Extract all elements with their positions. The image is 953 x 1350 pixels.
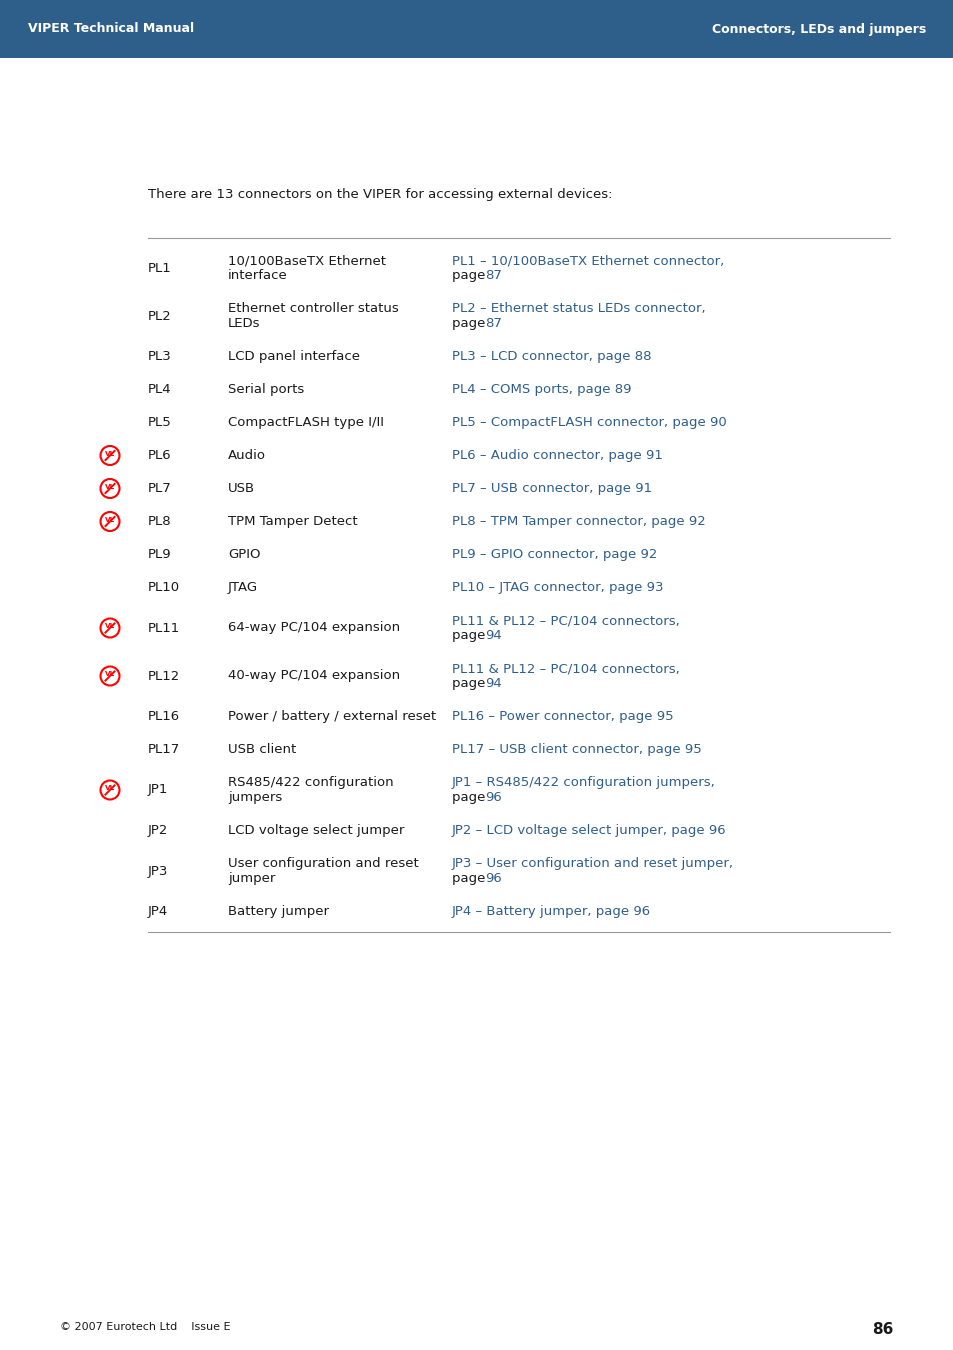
Text: PL7 – USB connector, page 91: PL7 – USB connector, page 91	[452, 482, 652, 495]
Text: PL6: PL6	[148, 450, 172, 462]
Text: Audio: Audio	[228, 450, 266, 462]
Text: PL11: PL11	[148, 621, 180, 634]
Text: PL3: PL3	[148, 350, 172, 363]
Text: JP3 – User configuration and reset jumper,: JP3 – User configuration and reset jumpe…	[452, 857, 733, 869]
Text: JP1: JP1	[148, 783, 168, 796]
Text: LEDs: LEDs	[228, 317, 260, 329]
Text: page: page	[452, 269, 489, 282]
Text: VL: VL	[105, 671, 115, 678]
Text: 64-way PC/104 expansion: 64-way PC/104 expansion	[228, 621, 399, 634]
Text: JP4 – Battery jumper, page 96: JP4 – Battery jumper, page 96	[452, 904, 651, 918]
Text: JP4: JP4	[148, 904, 168, 918]
Text: interface: interface	[228, 269, 288, 282]
Text: PL17: PL17	[148, 743, 180, 756]
Text: CompactFLASH type I/II: CompactFLASH type I/II	[228, 416, 384, 429]
Text: PL2 – Ethernet status LEDs connector,: PL2 – Ethernet status LEDs connector,	[452, 302, 705, 315]
Text: PL16 – Power connector, page 95: PL16 – Power connector, page 95	[452, 710, 673, 724]
Bar	[0, 0, 953, 58]
Text: 40-way PC/104 expansion: 40-way PC/104 expansion	[228, 670, 399, 683]
Text: © 2007 Eurotech Ltd    Issue E: © 2007 Eurotech Ltd Issue E	[60, 1322, 231, 1332]
Text: PL11 & PL12 – PC/104 connectors,: PL11 & PL12 – PC/104 connectors,	[452, 662, 679, 675]
Text: 87: 87	[484, 269, 501, 282]
Text: USB: USB	[228, 482, 254, 495]
Text: PL3 – LCD connector, page 88: PL3 – LCD connector, page 88	[452, 350, 651, 363]
Text: PL10: PL10	[148, 580, 180, 594]
Text: jumper: jumper	[228, 872, 275, 886]
Text: PL9: PL9	[148, 548, 172, 562]
Text: 10/100BaseTX Ethernet: 10/100BaseTX Ethernet	[228, 254, 386, 267]
Text: There are 13 connectors on the VIPER for accessing external devices:: There are 13 connectors on the VIPER for…	[148, 188, 612, 201]
Text: TPM Tamper Detect: TPM Tamper Detect	[228, 514, 357, 528]
Text: LCD panel interface: LCD panel interface	[228, 350, 359, 363]
Text: JP3: JP3	[148, 864, 168, 878]
Text: VL: VL	[105, 624, 115, 629]
Text: Connectors, LEDs and jumpers: Connectors, LEDs and jumpers	[711, 23, 925, 35]
Text: page: page	[452, 791, 489, 805]
Text: PL7: PL7	[148, 482, 172, 495]
Text: PL2: PL2	[148, 309, 172, 323]
Text: PL11 & PL12 – PC/104 connectors,: PL11 & PL12 – PC/104 connectors,	[452, 614, 679, 626]
Text: PL12: PL12	[148, 670, 180, 683]
Text: PL16: PL16	[148, 710, 180, 724]
Text: 94: 94	[484, 629, 501, 643]
Text: JP2 – LCD voltage select jumper, page 96: JP2 – LCD voltage select jumper, page 96	[452, 824, 726, 837]
Text: PL17 – USB client connector, page 95: PL17 – USB client connector, page 95	[452, 743, 701, 756]
Text: Serial ports: Serial ports	[228, 383, 304, 396]
Text: page: page	[452, 676, 489, 690]
Text: 86: 86	[872, 1322, 893, 1336]
Text: PL4: PL4	[148, 383, 172, 396]
Text: JP1 – RS485/422 configuration jumpers,: JP1 – RS485/422 configuration jumpers,	[452, 776, 715, 788]
Text: page: page	[452, 629, 489, 643]
Text: VL: VL	[105, 451, 115, 458]
Text: PL8: PL8	[148, 514, 172, 528]
Text: VL: VL	[105, 485, 115, 490]
Text: PL1 – 10/100BaseTX Ethernet connector,: PL1 – 10/100BaseTX Ethernet connector,	[452, 254, 723, 267]
Text: page: page	[452, 317, 489, 329]
Text: VL: VL	[105, 786, 115, 791]
Text: 96: 96	[484, 872, 501, 886]
Text: 87: 87	[484, 317, 501, 329]
Text: Battery jumper: Battery jumper	[228, 904, 329, 918]
Text: USB client: USB client	[228, 743, 296, 756]
Text: PL6 – Audio connector, page 91: PL6 – Audio connector, page 91	[452, 450, 662, 462]
Text: PL1: PL1	[148, 262, 172, 274]
Text: RS485/422 configuration: RS485/422 configuration	[228, 776, 394, 788]
Text: PL5 – CompactFLASH connector, page 90: PL5 – CompactFLASH connector, page 90	[452, 416, 726, 429]
Text: VL: VL	[105, 517, 115, 522]
Text: PL9 – GPIO connector, page 92: PL9 – GPIO connector, page 92	[452, 548, 657, 562]
Text: page: page	[452, 872, 489, 886]
Text: Ethernet controller status: Ethernet controller status	[228, 302, 398, 315]
Text: Power / battery / external reset: Power / battery / external reset	[228, 710, 436, 724]
Text: 96: 96	[484, 791, 501, 805]
Text: LCD voltage select jumper: LCD voltage select jumper	[228, 824, 404, 837]
Text: JTAG: JTAG	[228, 580, 258, 594]
Text: 94: 94	[484, 676, 501, 690]
Text: PL10 – JTAG connector, page 93: PL10 – JTAG connector, page 93	[452, 580, 662, 594]
Text: JP2: JP2	[148, 824, 168, 837]
Text: GPIO: GPIO	[228, 548, 260, 562]
Text: PL5: PL5	[148, 416, 172, 429]
Text: VIPER Technical Manual: VIPER Technical Manual	[28, 23, 193, 35]
Text: User configuration and reset: User configuration and reset	[228, 857, 418, 869]
Text: PL8 – TPM Tamper connector, page 92: PL8 – TPM Tamper connector, page 92	[452, 514, 705, 528]
Text: jumpers: jumpers	[228, 791, 282, 805]
Text: PL4 – COMS ports, page 89: PL4 – COMS ports, page 89	[452, 383, 631, 396]
